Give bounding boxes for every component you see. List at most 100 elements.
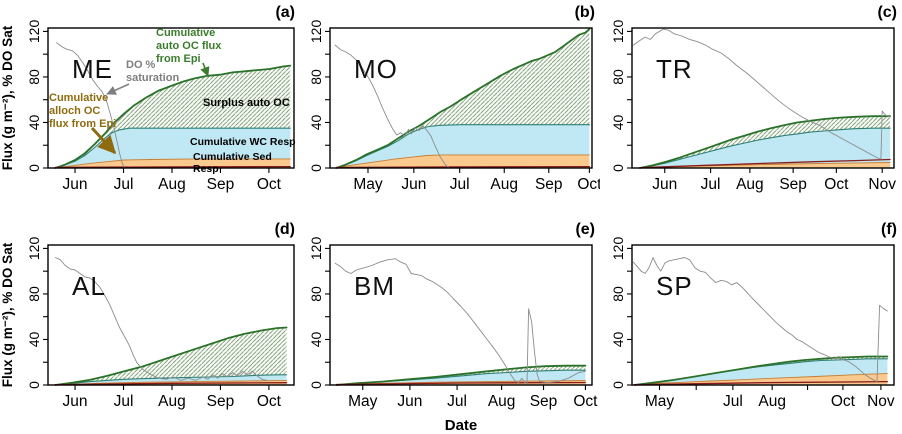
x-tick-label: Aug xyxy=(490,176,518,193)
plot-box xyxy=(631,27,895,169)
x-tick-label: Sep xyxy=(779,176,807,193)
y-tick-label: 0 xyxy=(308,164,324,172)
panel-letter: (a) xyxy=(275,4,295,21)
y-tick-label: 0 xyxy=(610,164,626,172)
x-tick-label: Nov xyxy=(868,176,896,193)
do-saturation-line xyxy=(632,28,891,160)
y-tick-label: 120 xyxy=(26,237,42,261)
y-axis-title: Flux (g m⁻²), % DO Sat xyxy=(0,242,15,387)
sed-resp-area xyxy=(639,162,891,168)
x-tick-label: Oct xyxy=(831,393,856,410)
x-tick-label: Jul xyxy=(447,393,467,410)
sed-dark-line xyxy=(54,165,291,169)
panel-letter: (b) xyxy=(575,4,595,21)
y-axis-title: Flux (g m⁻²), % DO Sat xyxy=(0,25,15,170)
panel-b: 0 40 80 120 May Jun Jul Aug Sep Oct MO (b) xyxy=(300,0,600,217)
plot-box xyxy=(329,27,593,169)
alloch-oc-arrow xyxy=(90,126,117,155)
panel-d: 0 40 80 120 Jun Jul Aug Sep Oct AL (d) Flux (g m⁻²)… xyxy=(0,217,300,434)
sed-dark-line xyxy=(633,380,889,386)
do-saturation-line xyxy=(56,42,126,169)
x-tick-label: Aug xyxy=(158,176,186,193)
y-tick-label: 80 xyxy=(26,286,42,302)
auto-oc-line xyxy=(335,28,591,169)
site-label: SP xyxy=(656,271,693,301)
auto-oc-line xyxy=(633,355,889,386)
sed-resp-line xyxy=(54,379,288,386)
x-tick-label: Jul xyxy=(450,176,470,193)
panel-d-chart: 0 40 80 120 Jun Jul Aug Sep Oct AL (d) Flux (g m⁻²)… xyxy=(0,221,295,410)
y-tick-label: 120 xyxy=(308,20,324,44)
y-tick-label: 120 xyxy=(610,20,626,44)
panel-c-chart: 0 40 80 120 Jun Jul Aug Sep Oct Nov TR (c) xyxy=(610,4,897,193)
y-tick-label: 40 xyxy=(610,114,626,130)
sed-resp-line xyxy=(634,373,888,386)
y-tick-label: 80 xyxy=(26,69,42,85)
site-label: ME xyxy=(72,54,113,84)
site-label: TR xyxy=(656,54,693,84)
panel-letter: (f) xyxy=(881,221,897,238)
y-tick-label: 40 xyxy=(26,114,42,130)
sed-resp-line xyxy=(54,158,291,169)
do-saturation-line xyxy=(632,257,888,383)
x-tick-label: Jul xyxy=(723,393,743,410)
y-tick-label: 0 xyxy=(308,381,324,389)
panel-a: 0 40 80 120 Jun Jul Aug Sep Oct ME (a) Flux (g m⁻²)… xyxy=(0,0,300,217)
sed-resp-area xyxy=(336,154,590,168)
y-tick-label: 120 xyxy=(26,20,42,44)
x-tick-label: Jul xyxy=(114,176,134,193)
y-tick-label: 80 xyxy=(610,69,626,85)
x-tick-label: Oct xyxy=(824,176,849,193)
auto-oc-line xyxy=(54,64,292,169)
x-tick-label: Jun xyxy=(401,176,426,193)
surplus-auto-oc-area xyxy=(55,327,287,385)
auto-oc-line xyxy=(335,364,587,386)
wc-resp-area xyxy=(639,128,891,168)
x-tick-label: Jun xyxy=(397,393,422,410)
x-tick-label: Aug xyxy=(758,393,786,410)
plot-box xyxy=(329,244,593,386)
sed-dark-line xyxy=(335,165,591,169)
site-label: MO xyxy=(354,54,398,84)
x-tick-label: Aug xyxy=(736,176,764,193)
x-tick-label: Sep xyxy=(530,393,558,410)
panel-e: 0 40 80 120 May Jun Jul Aug Sep Oct BM (e) Date xyxy=(300,217,600,434)
do-saturation-line xyxy=(54,257,268,381)
wc-resp-area xyxy=(634,358,888,385)
wc-resp-area xyxy=(336,370,586,385)
x-tick-label: Sep xyxy=(535,176,563,193)
panel-f-chart: 0 40 80 120 May Jul Aug Oct Nov SP (f) xyxy=(610,221,897,410)
x-tick-label: Jun xyxy=(652,176,677,193)
y-tick-label: 40 xyxy=(26,331,42,347)
auto-oc-line xyxy=(54,326,288,386)
site-label: AL xyxy=(72,271,106,301)
y-tick-label: 0 xyxy=(26,381,42,389)
y-tick-label: 80 xyxy=(308,69,324,85)
site-label: BM xyxy=(354,271,395,301)
x-tick-label: May xyxy=(353,176,383,193)
y-tick-label: 40 xyxy=(308,114,324,130)
y-tick-label: 80 xyxy=(610,286,626,302)
x-tick-label: Oct xyxy=(257,393,282,410)
y-tick-label: 40 xyxy=(308,331,324,347)
do-saturation-line xyxy=(334,258,586,385)
panel-c: 0 40 80 120 Jun Jul Aug Sep Oct Nov TR (c) xyxy=(600,0,902,217)
y-tick-label: 0 xyxy=(26,164,42,172)
x-tick-label: Jun xyxy=(63,176,88,193)
y-tick-label: 40 xyxy=(610,331,626,347)
x-tick-label: Jul xyxy=(114,393,134,410)
y-tick-label: 0 xyxy=(610,381,626,389)
panel-a-chart: 0 40 80 120 Jun Jul Aug Sep Oct ME (a) Flux (g m⁻²)… xyxy=(0,4,295,193)
x-tick-label: Nov xyxy=(867,393,895,410)
panel-letter: (e) xyxy=(575,221,595,238)
x-tick-label: Jun xyxy=(63,393,88,410)
x-tick-label: May xyxy=(348,393,378,410)
plot-box xyxy=(47,27,295,169)
sed-dark-line xyxy=(54,382,288,386)
x-tick-label: Jul xyxy=(701,176,721,193)
x-tick-label: Oct xyxy=(573,393,598,410)
panel-b-chart: 0 40 80 120 May Jun Jul Aug Sep Oct MO (b) xyxy=(308,4,600,193)
y-tick-label: 120 xyxy=(610,237,626,261)
panel-e-chart: 0 40 80 120 May Jun Jul Aug Sep Oct BM (e) Date xyxy=(308,221,598,434)
